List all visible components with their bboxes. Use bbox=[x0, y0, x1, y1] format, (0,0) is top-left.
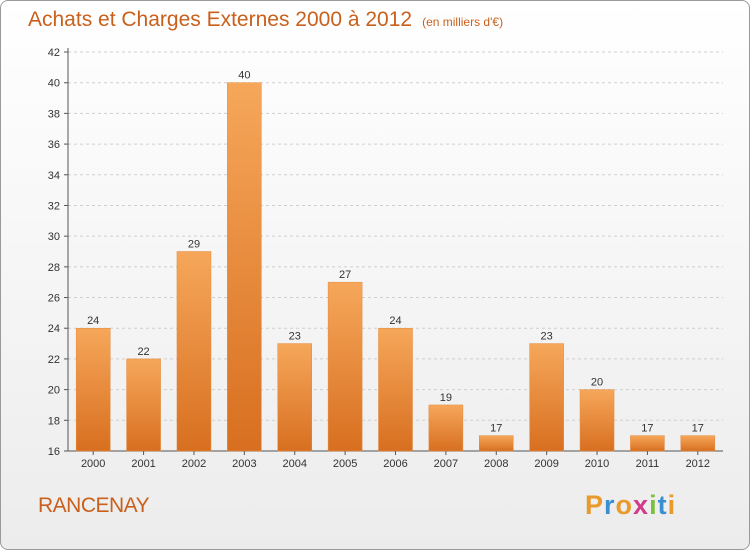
value-label: 22 bbox=[137, 346, 149, 358]
title-text: Achats et Charges Externes 2000 à 2012 bbox=[28, 8, 413, 31]
y-tick-label: 20 bbox=[48, 385, 60, 397]
y-tick-label: 16 bbox=[48, 446, 60, 458]
x-tick-label: 2011 bbox=[636, 458, 660, 470]
bar bbox=[176, 251, 212, 452]
value-label: 23 bbox=[289, 331, 301, 343]
value-labels: 24 22 29 40 23 27 24 19 17 23 20 17 17 bbox=[87, 70, 704, 435]
x-tick-label: 2005 bbox=[333, 458, 357, 470]
value-label: 17 bbox=[490, 423, 502, 435]
x-tick-label: 2009 bbox=[534, 458, 558, 470]
x-tick-label: 2002 bbox=[182, 458, 206, 470]
x-tick-labels: 2000 2001 2002 2003 2004 2005 2006 2007 2008 2009… bbox=[81, 458, 710, 470]
x-tick-label: 2012 bbox=[686, 458, 710, 470]
x-tick-label: 2006 bbox=[383, 458, 407, 470]
proxiti-logo[interactable]: Proxiti bbox=[585, 490, 676, 521]
logo-letter: r bbox=[604, 490, 616, 520]
bar bbox=[428, 404, 464, 452]
y-tick-label: 26 bbox=[48, 293, 60, 305]
bar bbox=[327, 281, 363, 452]
x-tick-label: 2003 bbox=[232, 458, 256, 470]
logo-letter: i bbox=[649, 490, 658, 520]
bars bbox=[75, 82, 716, 452]
bar bbox=[227, 82, 262, 452]
logo-text: Proxiti bbox=[585, 490, 676, 520]
bar bbox=[378, 327, 413, 452]
value-label: 17 bbox=[641, 423, 653, 435]
bar bbox=[529, 343, 564, 452]
y-tick-label: 36 bbox=[48, 139, 60, 151]
bar bbox=[126, 358, 161, 452]
x-tick-label: 2007 bbox=[434, 458, 458, 470]
x-tick-label: 2010 bbox=[585, 458, 609, 470]
x-tick-label: 2004 bbox=[282, 458, 306, 470]
logo-letter: o bbox=[615, 490, 634, 520]
value-label: 24 bbox=[87, 315, 99, 327]
x-tick-label: 2000 bbox=[81, 458, 105, 470]
value-label: 23 bbox=[541, 331, 553, 343]
y-tick-label: 40 bbox=[48, 78, 60, 90]
value-label: 17 bbox=[692, 423, 704, 435]
value-label: 20 bbox=[591, 377, 603, 389]
value-label: 19 bbox=[440, 392, 452, 404]
y-tick-label: 32 bbox=[48, 200, 60, 212]
logo-letter: x bbox=[633, 490, 650, 520]
bar bbox=[579, 389, 615, 452]
logo-letter: t bbox=[657, 490, 668, 520]
y-tick-label: 30 bbox=[48, 231, 60, 243]
y-tick-label: 22 bbox=[48, 354, 60, 366]
value-label: 29 bbox=[188, 239, 200, 251]
x-tick-label: 2001 bbox=[131, 458, 155, 470]
y-tick-labels: 16 18 20 22 24 26 28 30 32 34 36 38 40 42 bbox=[48, 47, 60, 458]
y-tick-label: 42 bbox=[48, 47, 60, 59]
logo-letter: i bbox=[667, 490, 677, 520]
unit-label: (en milliers d'€) bbox=[422, 15, 504, 29]
bar bbox=[680, 435, 716, 452]
value-label: 27 bbox=[339, 269, 351, 281]
y-tick-label: 38 bbox=[48, 108, 60, 120]
bar bbox=[479, 435, 514, 452]
value-label: 24 bbox=[389, 315, 401, 327]
y-tick-label: 24 bbox=[48, 323, 60, 335]
y-tick-label: 18 bbox=[48, 415, 60, 427]
y-tick-label: 28 bbox=[48, 262, 60, 274]
value-label: 40 bbox=[238, 70, 250, 82]
bar bbox=[277, 343, 312, 452]
x-tick-label: 2008 bbox=[484, 458, 508, 470]
location-label: RANCENAY bbox=[38, 494, 150, 517]
logo-letter: P bbox=[585, 490, 605, 520]
y-tick-label: 34 bbox=[48, 170, 60, 182]
bar bbox=[75, 327, 111, 452]
chart-title: Achats et Charges Externes 2000 à 2012 (e… bbox=[28, 8, 503, 32]
bar bbox=[630, 435, 665, 452]
